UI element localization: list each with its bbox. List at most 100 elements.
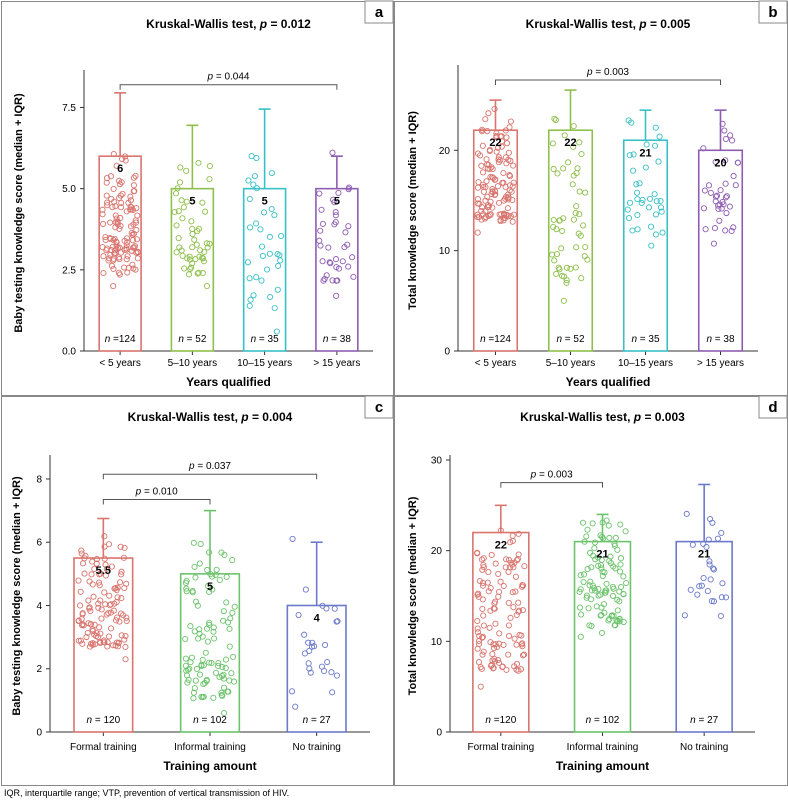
data-point bbox=[689, 541, 696, 548]
data-point bbox=[96, 571, 103, 578]
data-point bbox=[551, 115, 558, 122]
data-point bbox=[698, 582, 705, 589]
data-point bbox=[696, 583, 703, 590]
data-point bbox=[570, 123, 577, 130]
data-point bbox=[626, 152, 633, 159]
data-point bbox=[580, 571, 588, 578]
data-point bbox=[578, 150, 585, 158]
data-point bbox=[288, 688, 296, 695]
data-point bbox=[651, 191, 658, 198]
data-point bbox=[579, 519, 587, 526]
data-point bbox=[206, 163, 213, 170]
data-point bbox=[215, 660, 222, 667]
data-point bbox=[226, 643, 233, 650]
data-point bbox=[507, 118, 514, 125]
data-point bbox=[489, 204, 496, 211]
data-point bbox=[700, 575, 707, 582]
data-point bbox=[326, 259, 333, 266]
data-point bbox=[495, 199, 503, 206]
data-point bbox=[500, 217, 507, 224]
data-point bbox=[226, 677, 233, 684]
data-point bbox=[318, 206, 325, 213]
y-tick-label: 20 bbox=[431, 546, 443, 557]
data-point bbox=[210, 624, 217, 631]
data-point bbox=[131, 187, 138, 195]
data-point bbox=[558, 245, 565, 252]
data-point bbox=[511, 559, 518, 566]
comparison-bracket bbox=[495, 79, 721, 86]
data-point bbox=[718, 205, 725, 212]
y-tick-label: 6 bbox=[36, 538, 42, 549]
y-tick-label: 30 bbox=[431, 456, 443, 467]
data-point bbox=[652, 231, 659, 238]
data-point bbox=[108, 262, 115, 269]
data-point bbox=[121, 237, 128, 244]
data-point bbox=[339, 258, 346, 265]
data-point bbox=[572, 264, 579, 271]
data-point bbox=[229, 609, 236, 616]
data-point bbox=[719, 198, 726, 206]
data-point bbox=[215, 662, 222, 669]
data-point bbox=[124, 253, 131, 260]
data-point bbox=[103, 199, 111, 206]
data-point bbox=[107, 601, 114, 608]
median-label: 5 bbox=[207, 581, 213, 593]
data-point bbox=[549, 140, 556, 147]
data-point bbox=[612, 534, 619, 541]
data-point bbox=[87, 621, 94, 628]
data-point bbox=[485, 588, 492, 595]
data-point bbox=[509, 197, 516, 204]
panel-label-box bbox=[364, 395, 394, 419]
data-point bbox=[588, 564, 595, 571]
data-point bbox=[548, 251, 556, 258]
data-point bbox=[713, 192, 721, 199]
data-point bbox=[122, 656, 129, 663]
data-point bbox=[190, 695, 197, 702]
data-point bbox=[605, 522, 612, 529]
data-point bbox=[475, 640, 483, 648]
data-point bbox=[173, 249, 180, 256]
data-point bbox=[485, 110, 492, 117]
median-label: 5 bbox=[189, 196, 195, 208]
data-point bbox=[487, 198, 494, 205]
data-point bbox=[200, 662, 207, 669]
data-point bbox=[700, 145, 707, 152]
data-point bbox=[112, 203, 119, 210]
data-point bbox=[110, 265, 117, 273]
data-point bbox=[181, 265, 188, 272]
data-point bbox=[89, 627, 96, 635]
comparison-bracket bbox=[102, 473, 318, 480]
data-point bbox=[110, 607, 117, 614]
data-point bbox=[221, 684, 228, 691]
data-point bbox=[634, 212, 641, 219]
data-point bbox=[727, 132, 734, 139]
data-point bbox=[113, 215, 120, 222]
data-point bbox=[110, 185, 117, 192]
x-tick-label: > 15 years bbox=[697, 358, 744, 369]
data-point bbox=[503, 134, 510, 141]
data-point bbox=[507, 173, 514, 180]
panel-label: a bbox=[375, 4, 384, 21]
data-point bbox=[205, 549, 213, 556]
data-point bbox=[474, 150, 482, 157]
data-point bbox=[204, 638, 211, 645]
data-point bbox=[587, 549, 594, 556]
data-point bbox=[134, 255, 141, 262]
data-point bbox=[591, 539, 599, 546]
data-point bbox=[730, 172, 737, 180]
data-point bbox=[103, 192, 110, 199]
data-point bbox=[704, 588, 711, 595]
data-point bbox=[715, 205, 722, 213]
data-point bbox=[113, 162, 120, 169]
data-point bbox=[328, 669, 335, 676]
median-label: 21 bbox=[698, 549, 710, 561]
data-point bbox=[329, 277, 336, 284]
data-point bbox=[98, 606, 105, 613]
data-point bbox=[228, 670, 235, 677]
data-point bbox=[273, 328, 280, 335]
data-point bbox=[122, 153, 129, 160]
bar bbox=[547, 129, 594, 352]
data-point bbox=[478, 207, 485, 214]
n-label: n = 102 bbox=[193, 715, 227, 726]
data-point bbox=[200, 680, 207, 688]
